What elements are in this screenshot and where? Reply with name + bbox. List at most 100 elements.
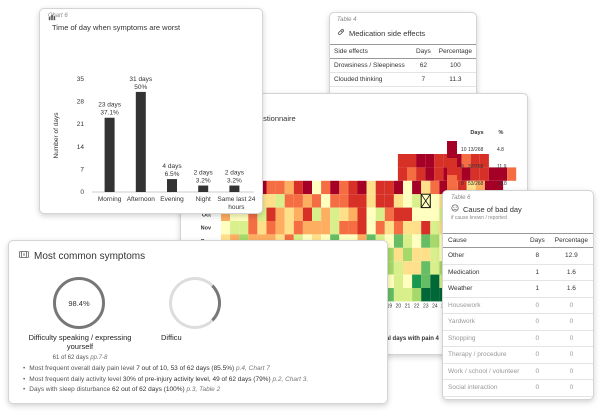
heatmap-cell: [421, 247, 431, 262]
heatmap-cell: [393, 247, 403, 262]
day-label: 22: [414, 303, 420, 309]
x-tick-label: Morning: [98, 196, 122, 203]
table4-col-side-effects: Side effects: [330, 44, 412, 59]
y-tick-label: 7: [80, 166, 84, 173]
chart-bar: [167, 179, 177, 192]
heatmap-cell: [403, 234, 413, 248]
table4-col-days: Days: [411, 44, 435, 59]
heatmap-cell: [293, 207, 303, 221]
symptom-summary-list: Most frequent overall daily pain level 7…: [23, 365, 308, 397]
heatmap-cell: [457, 180, 467, 195]
heatmap-cell: [412, 194, 422, 208]
heatmap-cell: [293, 180, 303, 195]
heatmap-cell: [357, 207, 367, 221]
x-tick-label: Afternoon: [127, 196, 156, 203]
chart6-caption: Chart 6: [48, 13, 68, 19]
heatmap-cell: [248, 207, 258, 221]
heatmap-cell: [375, 221, 385, 235]
heatmap-cell: [393, 274, 403, 288]
table6-col-percentage: Percentage: [549, 233, 593, 248]
cause-days: 0: [524, 363, 550, 380]
heatmap-cell: [284, 194, 294, 208]
pill-icon: [337, 28, 345, 38]
heatmap-cell: [312, 180, 322, 195]
heatmap-cell: [452, 154, 462, 168]
legend-level: 10: [461, 147, 467, 153]
heatmap-cell: [366, 221, 376, 235]
heatmap-cell: [475, 180, 485, 195]
heatmap-cell: [412, 180, 422, 195]
bar-pct-label: 3.2%: [227, 178, 242, 185]
heatmap-cell: [430, 221, 440, 235]
sad-face-icon: [451, 204, 459, 214]
heatmap-cell: [403, 207, 413, 221]
heatmap-cell: [434, 167, 444, 181]
y-axis-label: Number of days: [53, 112, 60, 159]
side-effect-days: 7: [411, 72, 435, 87]
heatmap-cell: [357, 221, 367, 235]
heatmap-cell: [403, 180, 413, 195]
heatmap-cell: [275, 194, 285, 208]
list-item: Days with sleep disturbance 62 out of 62…: [23, 386, 308, 393]
heatmap-cell: [430, 180, 440, 195]
cause-name: Therapy / procedure: [443, 346, 525, 364]
chart6-card: Chart 6 Time of day when symptoms are wo…: [39, 8, 263, 214]
heatmap-cell: [266, 180, 276, 195]
heatmap-cell: [257, 221, 267, 235]
heatmap-cell: [494, 180, 504, 195]
side-effect-name: Drowsiness / Sleepiness: [330, 58, 412, 73]
heatmap-cell: [421, 288, 431, 302]
heatmap-cell: [384, 207, 394, 221]
table6-title: Cause of bad day: [463, 204, 522, 214]
heatmap-cell: [284, 221, 294, 235]
heatmap-cell: [416, 167, 426, 181]
heatmap-cell: [479, 154, 489, 168]
legend-level: 9: [461, 164, 464, 170]
heatmap-cell: [403, 247, 413, 262]
heatmap-cell: [403, 274, 413, 288]
heatmap-cell: [421, 180, 431, 195]
heatmap-cell: [239, 207, 249, 221]
cause-pct: 1.6: [549, 280, 593, 298]
heatmap-cell: [330, 180, 340, 195]
heatmap-cell: [339, 180, 349, 195]
symptom-sub: 61 of 62 days pp.7-8: [52, 355, 108, 361]
heatmap-cell: [248, 221, 258, 235]
cause-pct: 0: [549, 363, 593, 380]
heatmap-cell: [412, 261, 422, 275]
table4-col-percentage: Percentage: [434, 44, 476, 59]
x-tick-label: Same last 24: [217, 196, 255, 203]
heatmap-cell: [393, 234, 403, 248]
heatmap-cell: [412, 274, 422, 288]
heatmap-cell: [425, 167, 435, 181]
heatmap-cell: [507, 167, 517, 181]
cause-days: 0: [524, 346, 550, 364]
heatmap-cell: [221, 207, 231, 221]
heatmap-cell: [375, 194, 385, 208]
heatmap-cell: [412, 247, 422, 262]
heatmap-cell: [430, 194, 440, 208]
legend-swatch: [447, 158, 457, 175]
bar-days-label: 31 days: [129, 76, 153, 83]
heatmap-cell: [393, 221, 403, 235]
heatmap-cell: [397, 167, 407, 181]
heatmap-cell: [348, 221, 358, 235]
heatmap-cell: [357, 180, 367, 195]
table6-note: if cause known / reported: [451, 215, 507, 221]
heatmap-cell: [479, 167, 489, 181]
heatmap-cell: [393, 180, 403, 195]
legend-swatch: [447, 175, 457, 192]
heatmap-cell: [412, 234, 422, 248]
heatmap-cell: [348, 207, 358, 221]
legend-days-header: Days: [470, 130, 483, 136]
heatmap-cell: [434, 154, 444, 168]
heatmap-cell: [339, 221, 349, 235]
heatmap-cell: [366, 180, 376, 195]
heatmap-cell: [384, 221, 394, 235]
heatmap-cell: [393, 261, 403, 275]
heatmap-cell: [275, 180, 285, 195]
heatmap-cell: [488, 167, 498, 181]
heatmap-cell: [384, 261, 394, 275]
heatmap-cell: [421, 274, 431, 288]
heatmap-cell: [416, 154, 426, 168]
